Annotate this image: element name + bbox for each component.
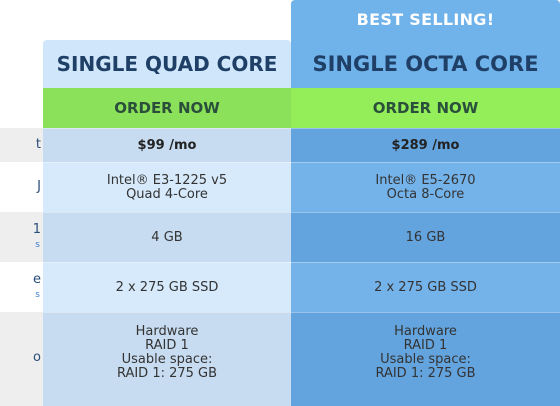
order-now-button[interactable]: ORDER NOW — [291, 88, 560, 128]
row-label-raid-text: o — [33, 350, 41, 365]
disk-cell: 2 x 275 GB SSD — [43, 262, 291, 312]
cpu-cores: Octa 8-Core — [386, 186, 465, 202]
row-label-cpu-text: J — [37, 179, 41, 194]
ram-value: 4 GB — [151, 229, 183, 245]
raid-line-4: RAID 1: 275 GB — [375, 365, 476, 381]
disk-value: 2 x 275 GB SSD — [374, 279, 477, 295]
raid-line-2: RAID 1 — [145, 337, 189, 353]
cpu-model: Intel® E3-1225 v5 — [106, 172, 228, 188]
raid-line-4: RAID 1: 275 GB — [116, 365, 218, 381]
row-label-disk: e s — [0, 262, 43, 312]
disk-cell: 2 x 275 GB SSD — [291, 262, 560, 312]
plan-title: SINGLE QUAD CORE — [43, 40, 291, 88]
ram-value: 16 GB — [405, 229, 446, 245]
row-label-price-text: t — [35, 137, 41, 152]
disk-value: 2 x 275 GB SSD — [115, 279, 219, 295]
row-labels-column: t J 1 s e s o — [0, 0, 43, 406]
raid-line-1: Hardware — [394, 323, 457, 339]
raid-cell: Hardware RAID 1 Usable space: RAID 1: 27… — [43, 312, 291, 406]
raid-line-2: RAID 1 — [403, 337, 448, 353]
price-cell: $99 /mo — [43, 128, 291, 162]
row-label-ram-subtext[interactable]: s — [35, 240, 40, 250]
cpu-cell: Intel® E3-1225 v5 Quad 4-Core — [43, 162, 291, 212]
raid-line-3: Usable space: — [121, 351, 213, 367]
row-label-price: t — [0, 128, 43, 162]
plan-column-single-quad-core: SINGLE QUAD CORE ORDER NOW $99 /mo Intel… — [43, 0, 291, 406]
cpu-model: Intel® E5-2670 — [375, 172, 476, 188]
price-value: $99 /mo — [137, 137, 197, 153]
row-label-disk-text: e — [33, 272, 41, 287]
price-cell: $289 /mo — [291, 128, 560, 162]
row-label-cpu: J — [0, 162, 43, 212]
cpu-cores: Quad 4-Core — [126, 186, 208, 202]
raid-cell: Hardware RAID 1 Usable space: RAID 1: 27… — [291, 312, 560, 406]
cpu-cell: Intel® E5-2670 Octa 8-Core — [291, 162, 560, 212]
plan-column-single-octa-core: BEST SELLING! SINGLE OCTA CORE ORDER NOW… — [291, 0, 560, 406]
price-value: $289 /mo — [391, 137, 460, 153]
row-label-raid: o — [0, 312, 43, 406]
plan-title: SINGLE OCTA CORE — [291, 40, 560, 88]
row-label-ram: 1 s — [0, 212, 43, 262]
best-selling-badge: BEST SELLING! — [291, 0, 560, 40]
raid-line-1: Hardware — [135, 323, 199, 339]
raid-line-3: Usable space: — [380, 351, 471, 367]
order-now-button[interactable]: ORDER NOW — [43, 88, 291, 128]
row-label-ram-text: 1 — [32, 222, 41, 237]
ram-cell: 4 GB — [43, 212, 291, 262]
ram-cell: 16 GB — [291, 212, 560, 262]
row-label-disk-subtext[interactable]: s — [35, 290, 40, 300]
